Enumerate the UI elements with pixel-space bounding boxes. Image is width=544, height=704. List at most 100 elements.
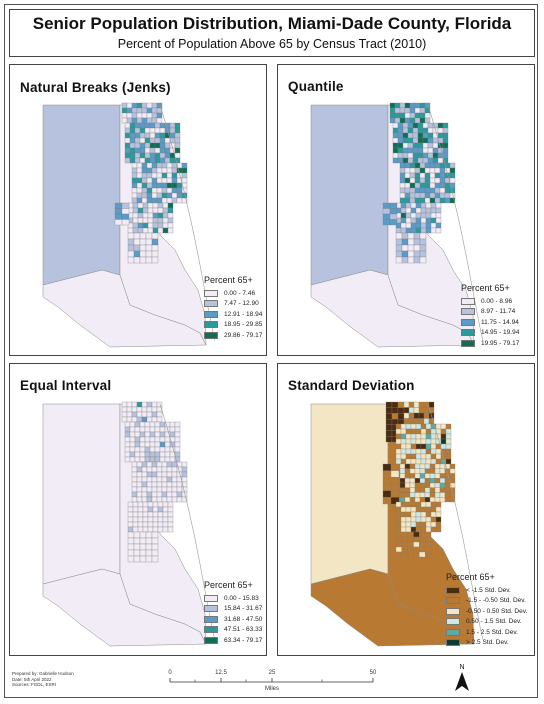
legend-label: 8.97 - 11.74: [481, 308, 516, 316]
legend-item: < -1.5 Std. Dev.: [446, 585, 527, 596]
legend-label: 0.00 - 7.46: [224, 289, 256, 297]
legend-item: 0.00 - 15.83: [204, 593, 262, 604]
north-label: N: [459, 664, 464, 671]
panel-title: Quantile: [288, 79, 344, 94]
legend-item: 0.00 - 8.96: [461, 296, 519, 307]
scale-tick-label: 12.5: [215, 670, 227, 676]
scale-unit-label: Miles: [265, 686, 279, 692]
census-tracts: [121, 401, 188, 563]
panel-title: Standard Deviation: [288, 378, 415, 393]
scale-bar: 0 12.5 25 50 Miles: [168, 670, 377, 692]
legend-swatch: [204, 605, 218, 613]
legend-item: 12.91 - 18.94: [204, 309, 262, 320]
map-title: Senior Population Distribution, Miami-Da…: [32, 14, 512, 33]
legend-item: -0.50 - 0.50 Std. Dev.: [446, 606, 527, 617]
legend-item: 31.68 - 47.50: [204, 614, 262, 625]
legend-title: Percent 65+: [446, 572, 495, 582]
legend-swatch: [204, 626, 218, 634]
legend-label: -0.50 - 0.50 Std. Dev.: [466, 607, 528, 615]
panel-natural-breaks: Natural Breaks (Jenks) Percent 65+ 0.00 …: [9, 64, 267, 356]
north-arrow-icon: N: [455, 664, 469, 691]
legend-label: > 2.5 Std. Dev.: [466, 639, 509, 647]
legend-item: -1.5 - -0.50 Std. Dev.: [446, 596, 527, 607]
census-tracts: [114, 102, 188, 264]
legend-label: 63.34 - 79.17: [224, 636, 263, 644]
legend-swatch: [204, 636, 218, 644]
legend-swatch: [446, 628, 460, 636]
legend-label: 18.95 - 29.85: [224, 321, 263, 329]
legend-swatch: [461, 318, 475, 326]
legend-swatch: [446, 586, 460, 594]
legend-item: 15.84 - 31.67: [204, 604, 262, 615]
panel-title: Equal Interval: [20, 378, 112, 393]
panel-equal-interval: Equal Interval Percent 65+ 0.00 - 15.83 1…: [9, 363, 267, 656]
legend-swatch: [461, 339, 475, 347]
map-quantile: [310, 102, 484, 348]
legend-label: -1.5 - -0.50 Std. Dev.: [466, 597, 526, 605]
legend-label: 7.47 - 12.90: [224, 300, 259, 308]
panel-quantile: Quantile Percent 65+ 0.00 - 8.96 8.97 - 1…: [277, 64, 535, 356]
legend-swatch: [461, 297, 475, 305]
legend-equal-interval: Percent 65+ 0.00 - 15.83 15.84 - 31.67 31.…: [204, 580, 262, 646]
legend-label: 29.86 - 79.17: [224, 331, 263, 339]
legend-item: 0.50 - 1.5 Std. Dev.: [446, 617, 527, 628]
legend-item: 18.95 - 29.85: [204, 320, 262, 331]
panel-title: Natural Breaks (Jenks): [20, 80, 171, 95]
legend-label: 11.75 - 14.94: [481, 318, 519, 326]
legend-swatch: [446, 618, 460, 626]
legend-item: 29.86 - 79.17: [204, 330, 262, 341]
legend-title: Percent 65+: [204, 580, 253, 590]
legend-label: 15.84 - 31.67: [224, 605, 263, 613]
credits-sources: Sources: FGDL, ESRI: [12, 682, 57, 687]
map-standard-deviation: [310, 401, 484, 647]
credits-date: Date: 5th April 2022: [12, 676, 52, 682]
legend-swatch: [446, 607, 460, 615]
map-subtitle: Percent of Population Above 65 by Census…: [117, 37, 427, 51]
map-natural-breaks: [42, 102, 216, 348]
legend-label: 31.68 - 47.50: [224, 615, 263, 623]
legend-swatch: [204, 310, 218, 318]
legend-title: Percent 65+: [461, 283, 510, 293]
scale-tick-label: 0: [168, 670, 172, 676]
legend-item: 7.47 - 12.90: [204, 299, 262, 310]
legend-swatch: [204, 594, 218, 602]
legend-label: 12.91 - 18.94: [224, 310, 263, 318]
legend-swatch: [204, 321, 218, 329]
legend-item: 1.5 - 2.5 Std. Dev.: [446, 627, 527, 638]
legend-item: 63.34 - 79.17: [204, 635, 262, 646]
map-layout-frame: [4, 4, 538, 698]
legend-standard-deviation: Percent 65+ < -1.5 Std. Dev. -1.5 - -0.50…: [446, 572, 527, 648]
legend-swatch: [204, 300, 218, 308]
legend-label: 14.95 - 19.94: [481, 329, 520, 337]
census-tracts: [382, 102, 456, 264]
legend-item: 11.75 - 14.94: [461, 317, 519, 328]
legend-natural-breaks: Percent 65+ 0.00 - 7.46 7.47 - 12.90 12.91…: [204, 275, 262, 341]
scale-tick-label: 25: [269, 670, 276, 676]
legend-swatch: [446, 597, 460, 605]
legend-item: 14.95 - 19.94: [461, 328, 519, 339]
legend-item: 47.51 - 63.33: [204, 625, 262, 636]
legend-swatch: [204, 331, 218, 339]
legend-title: Percent 65+: [204, 275, 253, 285]
legend-item: 8.97 - 11.74: [461, 307, 519, 318]
credits-prepared-by: Prepared by: Gabrielle Hudson: [12, 671, 74, 676]
legend-label: 0.00 - 15.83: [224, 594, 259, 602]
legend-item: 19.95 - 79.17: [461, 338, 519, 349]
scale-tick-label: 50: [370, 670, 377, 676]
legend-swatch: [204, 289, 218, 297]
panel-standard-deviation: Standard Deviation Percent 65+ < -1.5 St…: [277, 363, 535, 656]
legend-swatch: [461, 308, 475, 316]
legend-label: 0.00 - 8.96: [481, 297, 513, 305]
map-equal-interval: [42, 401, 216, 647]
legend-swatch: [446, 639, 460, 647]
title-box: Senior Population Distribution, Miami-Da…: [9, 9, 535, 57]
legend-label: 47.51 - 63.33: [224, 626, 263, 634]
legend-swatch: [461, 329, 475, 337]
legend-item: > 2.5 Std. Dev.: [446, 638, 527, 649]
legend-label: 0.50 - 1.5 Std. Dev.: [466, 618, 522, 626]
legend-label: < -1.5 Std. Dev.: [466, 586, 511, 594]
legend-quantile: Percent 65+ 0.00 - 8.96 8.97 - 11.74 11.75…: [461, 283, 519, 349]
legend-label: 19.95 - 79.17: [481, 339, 520, 347]
legend-swatch: [204, 615, 218, 623]
credits: Prepared by: Gabrielle Hudson Date: 5th …: [12, 671, 74, 688]
